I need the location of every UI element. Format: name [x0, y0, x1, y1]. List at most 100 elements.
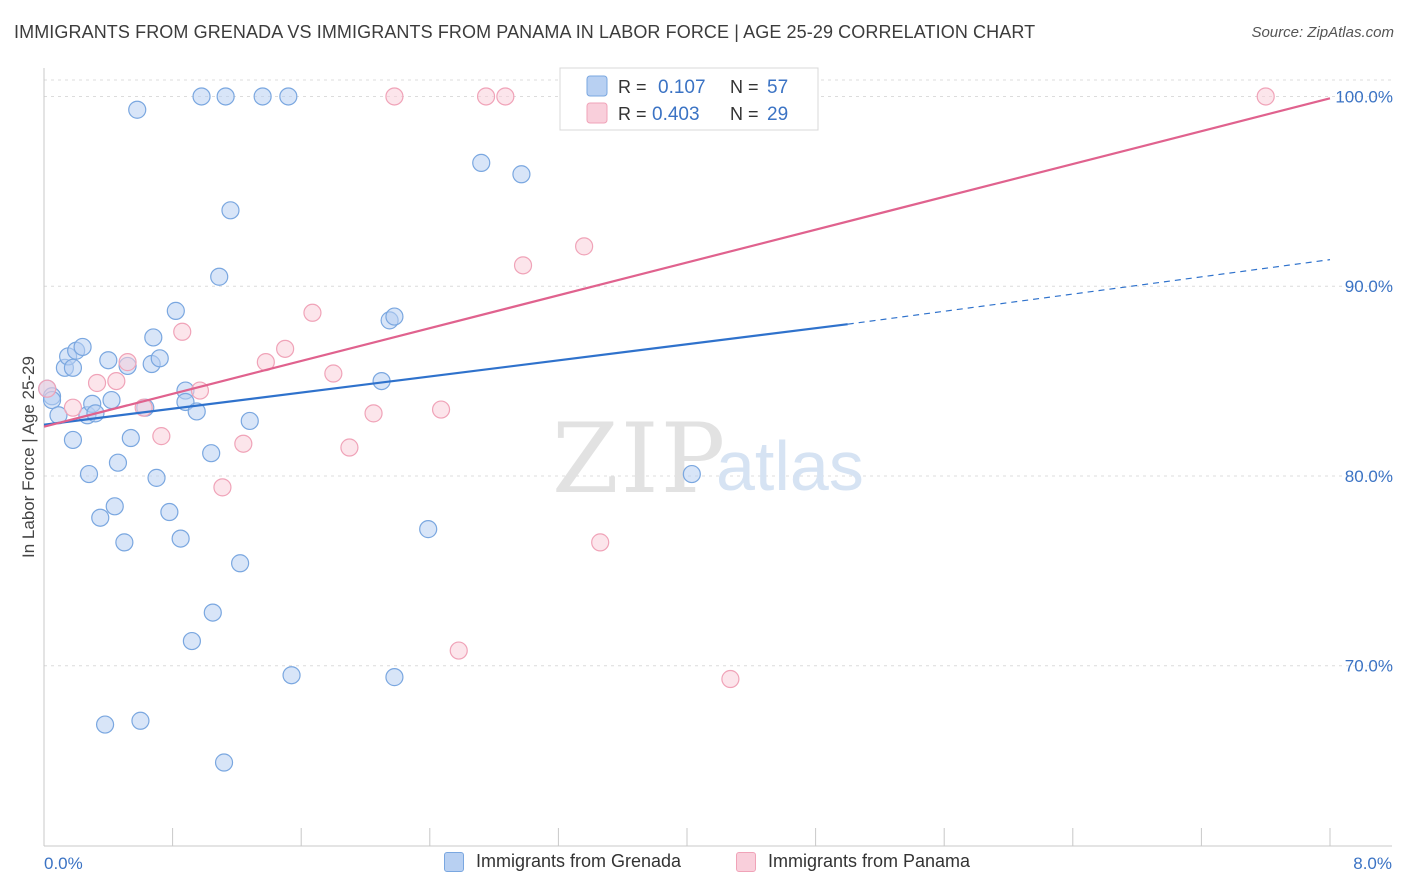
data-point [128, 100, 147, 119]
data-point [449, 641, 468, 660]
data-point [150, 349, 169, 368]
data-point [591, 533, 610, 552]
trend-line-extension [847, 259, 1331, 325]
data-point [216, 87, 235, 106]
bottom-legend: Immigrants from Grenada Immigrants from … [0, 851, 1406, 879]
panama-points [38, 87, 1275, 689]
data-point [108, 453, 128, 472]
data-point [279, 87, 298, 106]
data-point [131, 711, 150, 730]
legend-label-grenada: Immigrants from Grenada [476, 851, 682, 871]
chart-title: IMMIGRANTS FROM GRENADA VS IMMIGRANTS FR… [14, 22, 1036, 42]
x-ticks [43, 828, 1331, 846]
data-point [121, 428, 140, 448]
source-credit: Source: ZipAtlas.com [1251, 24, 1394, 41]
legend-item-grenada[interactable]: Immigrants from Grenada [444, 851, 681, 872]
data-point [575, 237, 594, 256]
data-point [173, 322, 192, 341]
y-tick-label: 70.0% [1345, 657, 1393, 676]
axes [43, 68, 1392, 847]
data-point [513, 256, 533, 275]
y-axis-label: In Labor Force | Age 25-29 [19, 356, 38, 558]
data-point [152, 427, 171, 446]
data-point [231, 554, 250, 573]
y-tick-label: 100.0% [1335, 87, 1393, 106]
data-point [118, 353, 137, 372]
data-point [431, 400, 451, 419]
data-point [210, 267, 229, 286]
inset-r-label-panama: R = [618, 104, 647, 124]
data-point [182, 631, 201, 651]
data-point [171, 529, 190, 548]
y-tick-labels: 70.0% 80.0% 90.0% 100.0% [1335, 87, 1393, 675]
data-point [166, 301, 185, 320]
data-point [512, 165, 531, 184]
inset-n-label-panama: N = [730, 104, 759, 124]
data-point [324, 364, 343, 383]
inset-r-value-panama: 0.403 [652, 104, 700, 125]
x-tick-label-max: 8.0% [1353, 854, 1392, 873]
data-point [221, 201, 240, 220]
data-point [63, 358, 83, 377]
trend-line [43, 323, 848, 426]
legend-swatch-grenada [444, 851, 464, 872]
legend-label-panama: Immigrants from Panama [768, 851, 971, 871]
y-tick-label: 80.0% [1345, 467, 1393, 486]
inset-swatch-grenada [586, 75, 608, 97]
data-point [147, 468, 166, 487]
inset-n-value-panama: 29 [767, 104, 788, 125]
legend-swatch-panama [736, 851, 756, 872]
watermark-zip: ZIP [552, 403, 727, 515]
data-point [102, 390, 121, 410]
data-point [160, 502, 179, 522]
data-point [1256, 87, 1275, 106]
watermark: ZIP atlas [552, 403, 864, 515]
data-point [385, 668, 404, 687]
data-point [240, 411, 259, 431]
data-point [385, 87, 404, 106]
data-point [340, 438, 359, 457]
data-point [721, 669, 740, 689]
data-point [213, 478, 232, 497]
data-point [91, 508, 110, 527]
data-point [73, 337, 92, 357]
data-point [99, 351, 118, 370]
data-point [202, 444, 221, 463]
data-point [203, 603, 222, 622]
inset-n-value-grenada: 57 [767, 77, 788, 98]
trend-lines [43, 97, 1331, 428]
data-point [253, 87, 272, 106]
watermark-atlas: atlas [716, 427, 864, 505]
inset-swatch-panama [586, 102, 608, 124]
data-point [214, 753, 234, 772]
data-point [276, 339, 295, 358]
data-point [303, 303, 322, 322]
data-point [419, 520, 438, 539]
data-point [385, 307, 404, 326]
data-point [192, 87, 211, 106]
data-point [105, 497, 124, 516]
x-tick-label-min: 0.0% [44, 854, 83, 873]
data-point [115, 533, 134, 552]
inset-n-label-grenada: N = [730, 77, 759, 97]
legend-item-panama[interactable]: Immigrants from Panama [736, 851, 970, 872]
grid [44, 79, 1392, 667]
data-point [364, 404, 383, 423]
data-point [95, 715, 115, 734]
trend-line [43, 97, 1331, 428]
data-point [63, 398, 83, 417]
data-point [234, 434, 253, 453]
data-point [282, 666, 301, 685]
y-tick-label: 90.0% [1345, 277, 1393, 296]
data-point [472, 153, 491, 172]
data-point [496, 87, 515, 106]
data-point [682, 464, 701, 484]
inset-r-label-grenada: R = [618, 77, 647, 97]
inset-r-value-grenada: 0.107 [658, 77, 706, 98]
data-point [476, 87, 496, 106]
data-point [38, 379, 57, 398]
inset-legend: R = 0.107 N = 57 R = 0.403 N = 29 [559, 67, 819, 131]
data-point [107, 371, 126, 391]
data-point [79, 464, 99, 484]
